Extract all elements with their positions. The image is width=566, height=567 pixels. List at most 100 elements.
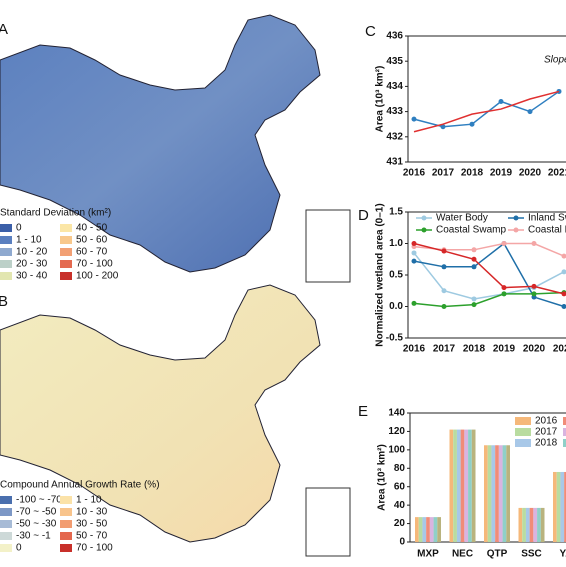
legend-label: 70 - 100 [76, 259, 113, 270]
x-tick-label: 2016 [403, 344, 426, 355]
legend-swatch [0, 224, 12, 232]
legend-label: 0 [16, 543, 22, 554]
legend-swatch [0, 508, 12, 516]
point [440, 124, 446, 130]
legend-marker [421, 215, 427, 221]
y-tick-label: 1.0 [389, 238, 403, 249]
point [501, 241, 507, 246]
y-tick-label: 60 [394, 481, 406, 492]
legend-label: 100 - 200 [76, 271, 119, 282]
plot-frame [407, 35, 566, 163]
bar [433, 517, 438, 542]
x-tick-label: YA [560, 549, 566, 560]
bar [422, 517, 427, 542]
point [469, 121, 475, 127]
point [441, 248, 447, 254]
legend-swatch [60, 260, 72, 268]
bar [453, 429, 457, 542]
point [411, 250, 417, 256]
point [527, 109, 533, 115]
x-tick-label: 2021 [553, 344, 566, 355]
y-tick-label: 20 [394, 518, 406, 529]
y-tick-label: 433 [386, 106, 403, 117]
x-tick-label: 2018 [461, 168, 484, 179]
y-tick-label: 0 [399, 537, 405, 548]
point [411, 300, 417, 306]
legend-swatch [0, 248, 12, 256]
y-tick-label: 100 [388, 444, 405, 455]
line [413, 242, 565, 308]
point [471, 256, 477, 262]
point [561, 269, 566, 275]
point [411, 258, 417, 264]
line [413, 90, 560, 133]
legend-swatch [0, 236, 12, 244]
point [561, 253, 566, 259]
y-tick-label: 0.0 [389, 301, 403, 312]
panel-label: E [358, 403, 368, 420]
legend-label: -50 ~ -30 [16, 519, 57, 530]
bar [468, 429, 472, 542]
x-tick-label: 2019 [493, 344, 516, 355]
inset-b [305, 487, 351, 557]
x-tick-label: 2020 [519, 168, 542, 179]
point [501, 285, 507, 291]
bar [456, 429, 461, 542]
bar [491, 445, 496, 542]
point [498, 99, 504, 105]
legend-label: 30 - 40 [16, 271, 48, 282]
legend-marker [513, 215, 519, 221]
panel-label: A [0, 21, 8, 38]
y-tick-label: 0.5 [389, 270, 403, 281]
x-tick-label: QTP [487, 549, 508, 560]
legend-label: 50 - 60 [76, 235, 108, 246]
bar [518, 507, 523, 542]
point [471, 247, 477, 253]
map-a [0, 14, 321, 273]
legend-label: 1 - 10 [76, 495, 102, 506]
y-tick-label: 431 [386, 157, 403, 168]
point [561, 304, 566, 309]
legend-label: 2018 [535, 438, 558, 449]
bar [537, 507, 541, 542]
legend-swatch [0, 272, 12, 280]
y-tick-label: 436 [386, 31, 403, 42]
bar [540, 507, 545, 542]
bar [529, 507, 534, 542]
legend-title: Compound Annual Growth Rate (%) [0, 480, 160, 491]
bar [553, 471, 557, 542]
legend-swatch [563, 428, 566, 436]
bar [429, 517, 434, 542]
legend-swatch [60, 520, 72, 528]
legend-title: Standard Deviation (km²) [0, 208, 111, 219]
point [471, 264, 477, 270]
x-tick-label: 2018 [463, 344, 486, 355]
line [413, 252, 565, 300]
x-tick-label: NEC [452, 549, 473, 560]
legend-label: 10 - 20 [16, 247, 48, 258]
y-tick-label: -0.5 [386, 333, 404, 344]
y-axis-label: Normalized wetland area (0–1) [375, 203, 386, 346]
legend-swatch [515, 417, 531, 425]
bar [471, 429, 476, 542]
bar [556, 471, 561, 542]
panel-label: B [0, 293, 8, 310]
legend-label: 2017 [535, 427, 558, 438]
legend-swatch [563, 417, 566, 425]
bar [449, 429, 454, 542]
bar [506, 445, 510, 542]
y-tick-label: 80 [394, 463, 406, 474]
y-axis-label: Area (10³ km²) [377, 444, 388, 511]
point [441, 304, 447, 309]
bar [495, 445, 499, 542]
legend-label: 1 - 10 [16, 235, 42, 246]
bar [560, 471, 565, 542]
legend-marker [513, 227, 519, 233]
legend-swatch [60, 508, 72, 516]
bar [484, 445, 488, 542]
legend-label: 60 - 70 [76, 247, 108, 258]
point [411, 241, 417, 246]
point [411, 116, 417, 122]
y-tick-label: 432 [386, 131, 403, 142]
legend-label: 40 - 50 [76, 223, 108, 234]
